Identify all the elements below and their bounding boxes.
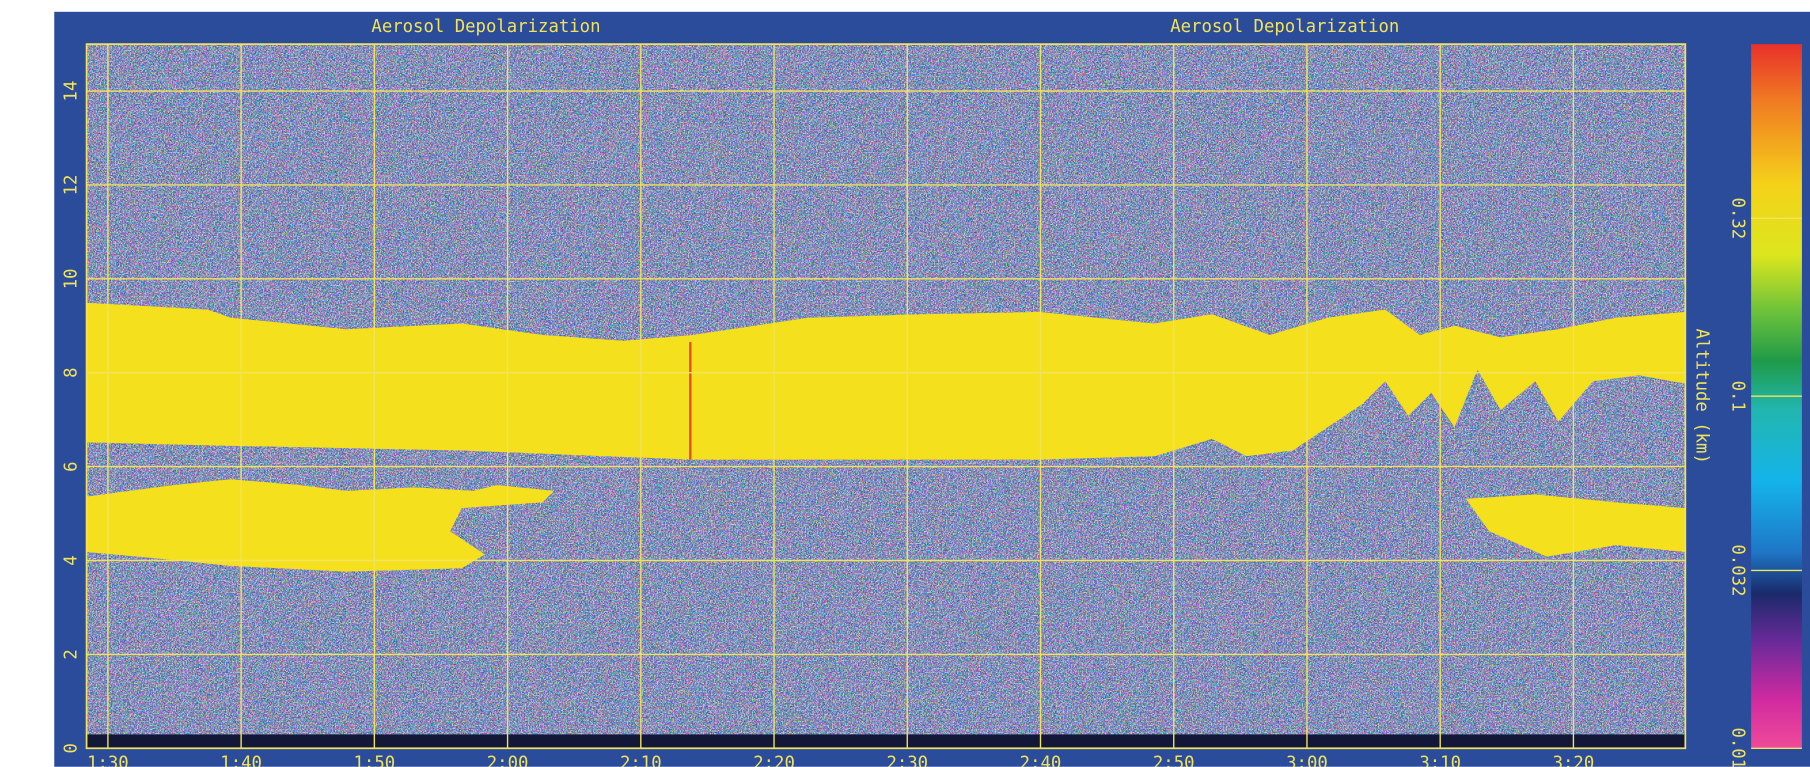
- x-tick-label: 2:30: [886, 753, 928, 767]
- x-tick-label: 3:20: [1553, 753, 1595, 767]
- x-tick-label: 2:00: [487, 753, 529, 767]
- y-tick-label: 6: [62, 461, 82, 471]
- colorbar-tick-label: 0.1: [1727, 381, 1747, 412]
- colorbar-tick-label: 0.032: [1727, 544, 1747, 596]
- y-axis-label: Altitude (km): [1691, 329, 1711, 464]
- x-tick-label: 1:50: [354, 753, 396, 767]
- x-tick-label: 2:10: [620, 753, 662, 767]
- page: {"chart_data": { "type": "heatmap", "tit…: [0, 0, 1810, 767]
- y-tick-label: 8: [62, 368, 82, 378]
- y-tick-label: 12: [62, 175, 82, 196]
- colorbar-tick-label: 0.32: [1727, 198, 1747, 240]
- colorbar-tick-label: 0.01: [1727, 727, 1747, 767]
- chart: Aerosol Depolarization Aerosol Depolariz…: [0, 0, 1810, 767]
- plot-image: [87, 44, 1686, 748]
- x-tick-label: 2:40: [1020, 753, 1062, 767]
- x-tick-label: 1:40: [220, 753, 262, 767]
- x-tick-label: 3:10: [1419, 753, 1461, 767]
- x-tick-label: 1:30: [87, 753, 129, 767]
- y-tick-label: 10: [62, 268, 82, 289]
- y-tick-label: 2: [62, 649, 82, 659]
- y-tick-label: 4: [62, 555, 82, 565]
- y-tick-label: 14: [62, 81, 82, 102]
- x-tick-label: 3:00: [1286, 753, 1328, 767]
- y-tick-label: 0: [62, 743, 82, 753]
- chart-title: Aerosol Depolarization: [1170, 17, 1399, 37]
- x-tick-label: 2:50: [1153, 753, 1195, 767]
- surface-band: [87, 734, 1686, 748]
- x-tick-label: 2:20: [753, 753, 795, 767]
- chart-title: Aerosol Depolarization: [371, 17, 600, 37]
